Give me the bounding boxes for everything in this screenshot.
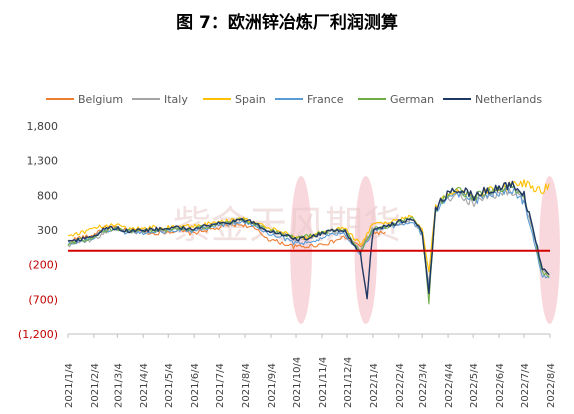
- legend-label: Belgium: [78, 93, 123, 106]
- x-tick-label: 2021/5/4: [164, 363, 175, 408]
- x-tick-label: 2021/12/4: [343, 357, 354, 408]
- x-tick-label: 2022/6/4: [495, 363, 506, 408]
- y-tick-label: 1,300: [27, 155, 59, 168]
- x-tick-label: 2022/5/4: [469, 363, 480, 408]
- x-tick-label: 2022/7/4: [520, 363, 531, 408]
- x-tick-label: 2021/6/4: [190, 363, 201, 408]
- y-tick-label: (1,200): [18, 328, 58, 341]
- legend-label: Netherlands: [475, 93, 542, 106]
- series-line-netherlands: [67, 180, 550, 300]
- x-tick-label: 2021/11/4: [318, 357, 329, 408]
- legend-label: Italy: [164, 93, 188, 106]
- x-axis: 2021/1/4 2021/2/4 2021/3/4 2021/4/4 2021/5/4…: [64, 333, 557, 408]
- x-tick-label: 2021/2/4: [90, 363, 101, 408]
- x-tick-label: 2021/3/4: [113, 363, 124, 408]
- x-tick-label: 2021/8/4: [241, 363, 252, 408]
- x-tick-label: 2021/1/4: [64, 363, 75, 408]
- plot-series: [67, 179, 550, 305]
- x-tick-label: 2021/4/4: [139, 363, 150, 408]
- y-tick-label: 300: [37, 224, 58, 237]
- x-tick-label: 2022/1/4: [369, 363, 380, 408]
- y-tick-label: (200): [28, 259, 58, 272]
- y-tick-label: 1,800: [27, 120, 59, 133]
- x-tick-label: 2022/3/4: [418, 363, 429, 408]
- x-tick-label: 2021/9/4: [267, 363, 278, 408]
- y-axis: 1,800 1,300 800 300 (200) (700) (1,200): [18, 120, 58, 341]
- highlight-regions: [290, 176, 561, 324]
- legend-label: German: [390, 93, 434, 106]
- x-tick-label: 2022/8/4: [546, 363, 557, 408]
- y-tick-label: (700): [28, 293, 58, 306]
- legend-label: Spain: [235, 93, 266, 106]
- x-tick-label: 2022/2/4: [395, 363, 406, 408]
- x-tick-label: 2021/10/4: [292, 357, 303, 408]
- legend-label: France: [307, 93, 344, 106]
- y-tick-label: 800: [37, 189, 58, 202]
- x-tick-label: 2022/4/4: [444, 363, 455, 408]
- chart-title: 图 7：欧洲锌冶炼厂利润测算: [176, 12, 398, 33]
- x-tick-label: 2021/7/4: [215, 363, 226, 408]
- legend: Belgium Italy Spain France German Netherlands: [46, 93, 542, 106]
